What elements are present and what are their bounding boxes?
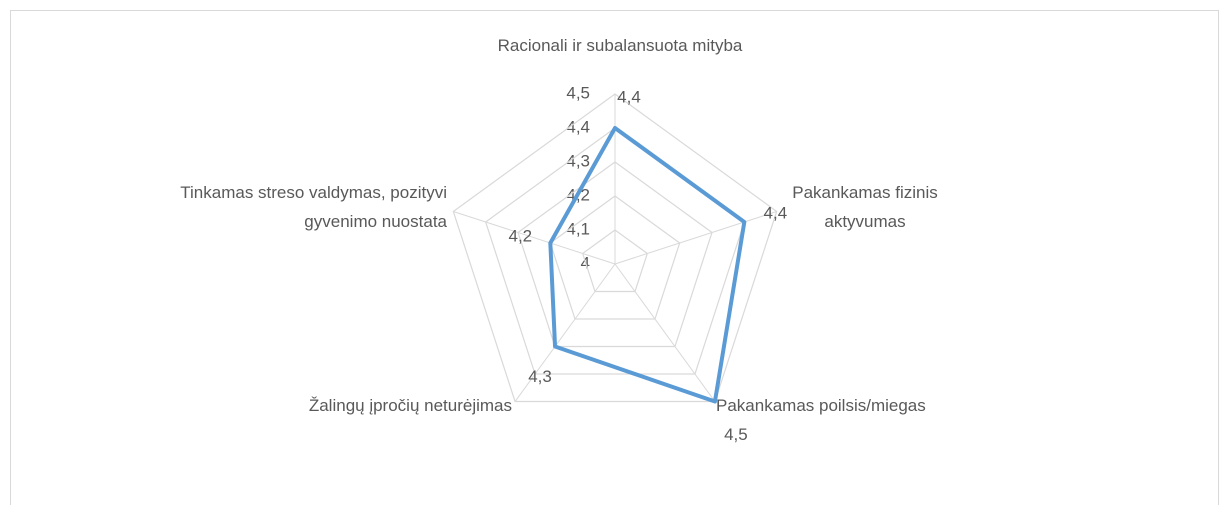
value-label: 4,2: [509, 226, 533, 245]
spoke: [514, 263, 616, 402]
category-label: Pakankamas poilsis/miegas: [716, 396, 926, 415]
r-tick-label: 4,4: [566, 117, 590, 136]
value-label: 4,4: [764, 203, 788, 222]
data-line: [548, 126, 747, 404]
spoke: [453, 210, 616, 265]
category-label: Racionali ir subalansuota mityba: [497, 36, 743, 55]
chart-border: [10, 10, 1219, 505]
value-label: 4,5: [724, 425, 748, 444]
value-label: 4,3: [528, 367, 552, 386]
spoke: [614, 210, 777, 265]
category-label: Žalingų įpročių neturėjimas: [308, 396, 512, 415]
category-label: Tinkamas streso valdymas, pozityvi gyven…: [180, 183, 447, 231]
grid-ring: [581, 229, 649, 293]
r-tick-label: 4,1: [566, 219, 590, 238]
grid-ring: [549, 195, 681, 320]
r-tick-label: 4,3: [566, 151, 590, 170]
grid-ring: [452, 93, 778, 403]
r-tick-label: 4,5: [566, 83, 590, 102]
spoke: [614, 263, 716, 402]
value-label: 4,4: [617, 87, 641, 106]
grid-ring: [517, 161, 713, 348]
category-label: Pakankamas fizinis aktyvumas: [792, 183, 938, 231]
